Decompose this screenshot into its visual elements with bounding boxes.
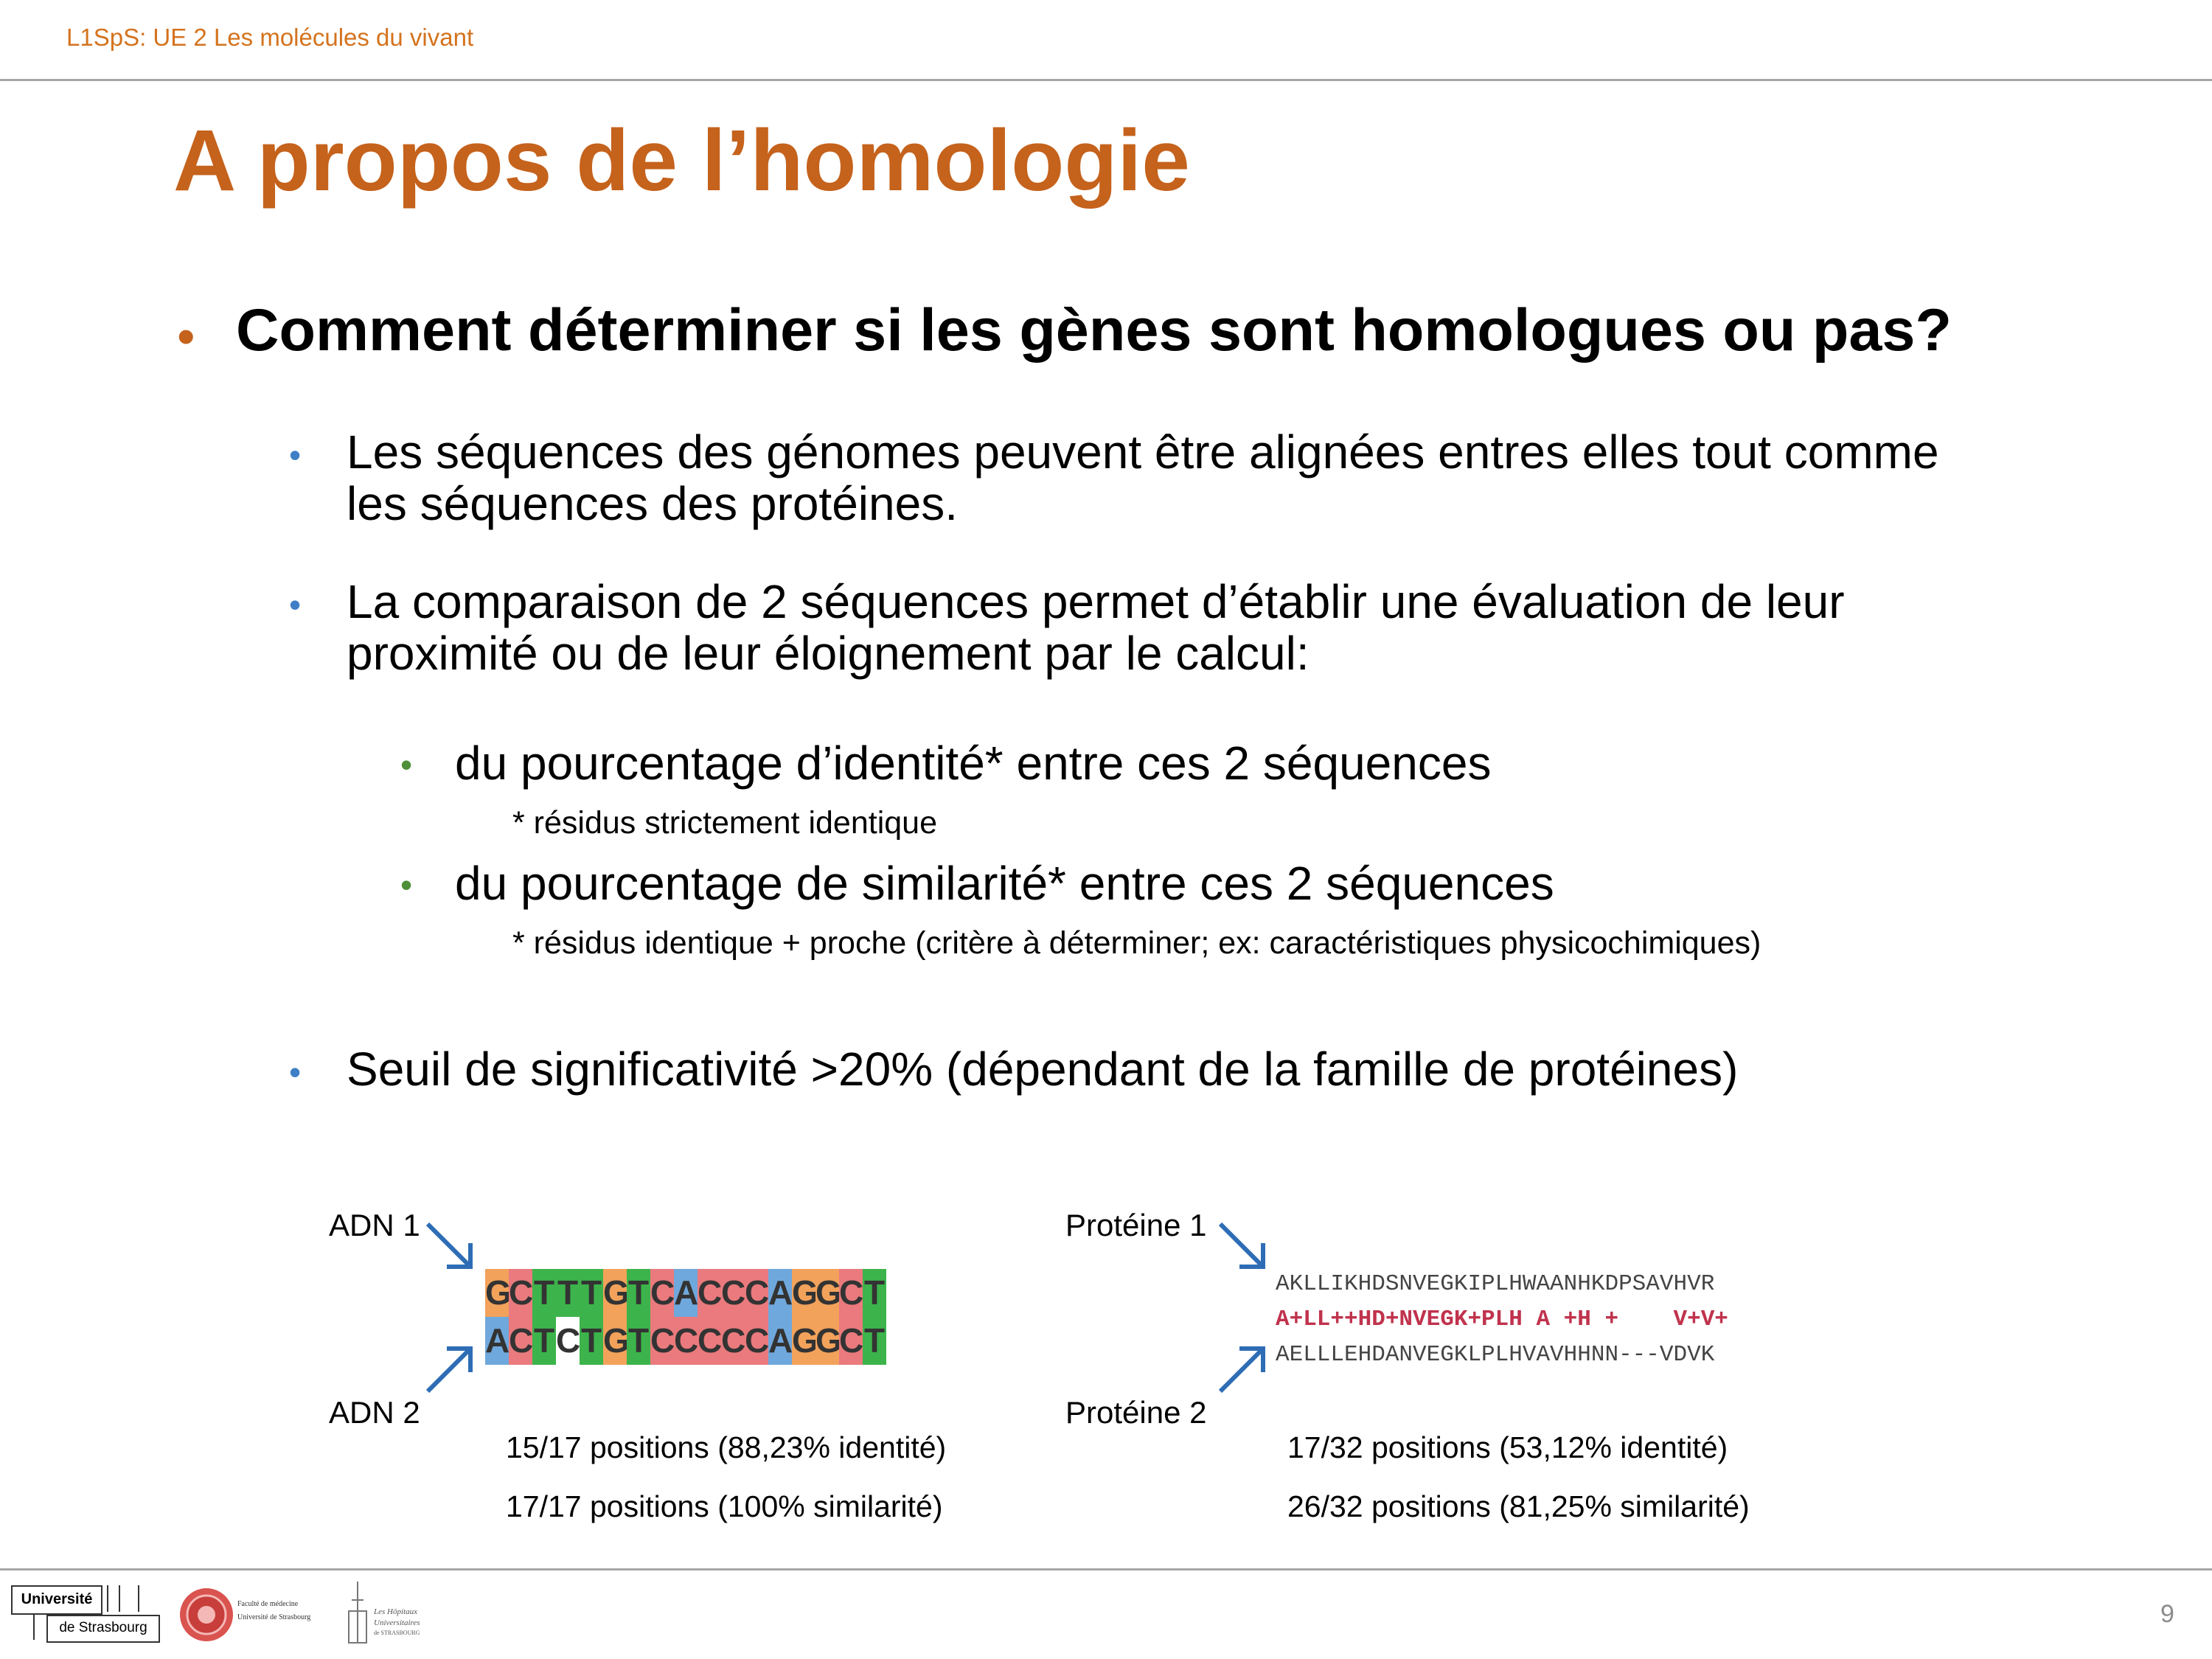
logo3-text2: Universitaires: [374, 1618, 420, 1627]
logo2-text1: Faculté de médecine: [237, 1600, 299, 1608]
nucleotide-cell: C: [745, 1269, 769, 1317]
nucleotide-cell: T: [556, 1269, 580, 1317]
nucleotide-cell: C: [698, 1269, 722, 1317]
bullet-dot: •: [289, 585, 302, 624]
sub-bullet-line: La comparaison de 2 séquences permet d’é…: [347, 575, 1845, 628]
protein-identity-stat: 17/32 positions (53,12% identité): [1287, 1430, 1728, 1464]
nucleotide-cell: T: [532, 1269, 556, 1317]
protein-similarity-stat: 26/32 positions (81,25% similarité): [1287, 1489, 1750, 1523]
similarity-note: * résidus identique + proche (critère à …: [512, 925, 1761, 961]
protein1-label: Protéine 1: [1065, 1208, 1207, 1242]
protein2-sequence: AELLLEHDANVEGKLPLHVAVHHNN---VDVK: [1276, 1342, 1715, 1368]
nucleotide-cell: C: [839, 1317, 863, 1365]
bullet-dot: •: [177, 307, 195, 365]
sub-bullet-line: proximité ou de leur éloignement par le …: [347, 627, 1310, 680]
nucleotide-cell: A: [768, 1269, 793, 1317]
dna-identity-stat: 15/17 positions (88,23% identité): [506, 1430, 947, 1464]
nucleotide-cell: G: [792, 1269, 818, 1317]
protein-arrows: [1218, 1222, 1265, 1394]
seal-icon: [180, 1588, 233, 1641]
arrow-up-right-icon: [1218, 1346, 1265, 1394]
nucleotide-cell: G: [485, 1269, 512, 1317]
logo2-text2: Université de Strasbourg: [237, 1613, 311, 1621]
nucleotide-cell: C: [698, 1317, 722, 1365]
nucleotide-cell: C: [721, 1269, 745, 1317]
dna-arrows: [425, 1222, 473, 1394]
arrow-up-right-icon: [425, 1346, 473, 1394]
nucleotide-cell: C: [509, 1269, 533, 1317]
nucleotide-cell: C: [650, 1317, 675, 1365]
identity-note: * résidus strictement identique: [512, 805, 938, 841]
nucleotide-cell: A: [674, 1269, 698, 1317]
cathedral-icon: [348, 1582, 367, 1644]
protein-match-line: A+LL++HD+NVEGK+PLH A +H + V+V+: [1276, 1307, 1728, 1332]
page-number: 9: [2160, 1600, 2174, 1628]
identity-bullet: du pourcentage d’identité* entre ces 2 s…: [455, 737, 1492, 790]
arrow-down-right-icon: [425, 1222, 473, 1269]
logo-bottom-box: de Strasbourg: [46, 1615, 160, 1643]
bullet-dot: •: [289, 1053, 302, 1091]
bullet-dot: •: [289, 436, 302, 474]
nucleotide-cell: G: [792, 1317, 818, 1365]
nucleotide-cell: C: [674, 1317, 698, 1365]
nucleotide-cell: C: [556, 1317, 580, 1365]
protein1-sequence: AKLLIKHDSNVEGKIPLHWAANHKDPSAVHVR: [1276, 1271, 1715, 1297]
nucleotide-cell: T: [580, 1269, 603, 1317]
logo-top-box: Université: [11, 1585, 102, 1615]
slide-title: A propos de l’homologie: [173, 112, 1190, 209]
similarity-bullet: du pourcentage de similarité* entre ces …: [455, 857, 1554, 910]
main-bullet: Comment déterminer si les gènes sont hom…: [236, 297, 1952, 364]
logo3-text1: Les Hôpitaux: [374, 1607, 417, 1616]
footer-divider: [0, 1568, 2212, 1571]
faculte-medecine-logo: Faculté de médecine Université de Strasb…: [177, 1585, 324, 1644]
nucleotide-cell: G: [815, 1317, 842, 1365]
nucleotide-cell: A: [768, 1317, 793, 1365]
nucleotide-cell: G: [603, 1269, 630, 1317]
sub-bullet-threshold: Seuil de significativité >20% (dépendant…: [347, 1043, 1739, 1096]
protein2-label: Protéine 2: [1065, 1395, 1207, 1430]
nucleotide-cell: T: [863, 1269, 886, 1317]
arrow-down-right-icon: [1218, 1222, 1265, 1269]
nucleotide-cell: G: [815, 1269, 842, 1317]
nucleotide-cell: G: [603, 1317, 630, 1365]
sub-bullet-line: Les séquences des génomes peuvent être a…: [347, 425, 1939, 479]
course-header: L1SpS: UE 2 Les molécules du vivant: [66, 24, 474, 51]
nucleotide-cell: T: [627, 1317, 650, 1365]
dna-similarity-stat: 17/17 positions (100% similarité): [506, 1489, 943, 1523]
nucleotide-cell: A: [485, 1317, 509, 1365]
nucleotide-cell: T: [627, 1269, 650, 1317]
bullet-dot: •: [400, 745, 413, 784]
dna2-label: ADN 2: [329, 1395, 420, 1430]
nucleotide-cell: C: [650, 1269, 675, 1317]
bullet-dot: •: [400, 866, 413, 904]
nucleotide-cell: T: [580, 1317, 603, 1365]
nucleotide-cell: C: [745, 1317, 769, 1365]
hopitaux-strasbourg-logo: Les Hôpitaux Universitaires de STRASBOUR…: [343, 1578, 439, 1648]
logo3-text3: de STRASBOURG: [374, 1630, 420, 1636]
university-strasbourg-logo: Université de Strasbourg: [11, 1585, 160, 1644]
nucleotide-cell: T: [532, 1317, 556, 1365]
nucleotide-cell: T: [863, 1317, 886, 1365]
sub-bullet-sequences: Les séquences des génomes peuvent être a…: [347, 426, 1939, 529]
nucleotide-cell: C: [839, 1269, 863, 1317]
dna1-label: ADN 1: [329, 1208, 420, 1242]
nucleotide-cell: C: [509, 1317, 533, 1365]
sub-bullet-comparison: La comparaison de 2 séquences permet d’é…: [347, 576, 1845, 679]
sub-bullet-line: les séquences des protéines.: [347, 477, 958, 530]
header-divider: [0, 79, 2212, 81]
nucleotide-cell: C: [721, 1317, 745, 1365]
